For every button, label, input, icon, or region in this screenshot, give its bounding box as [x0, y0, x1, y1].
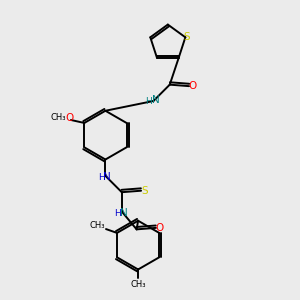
Text: O: O: [188, 81, 197, 91]
Text: O: O: [65, 113, 74, 124]
Text: H: H: [98, 173, 105, 182]
Text: N: N: [152, 94, 160, 104]
Text: S: S: [184, 32, 190, 42]
Text: CH₃: CH₃: [130, 280, 146, 289]
Text: CH₃: CH₃: [50, 113, 66, 122]
Text: CH₃: CH₃: [90, 221, 105, 230]
Text: H: H: [114, 208, 121, 217]
Text: H: H: [145, 97, 152, 106]
Text: O: O: [155, 223, 164, 233]
Text: N: N: [103, 172, 111, 182]
Text: S: S: [141, 186, 148, 196]
Text: N: N: [120, 208, 128, 218]
